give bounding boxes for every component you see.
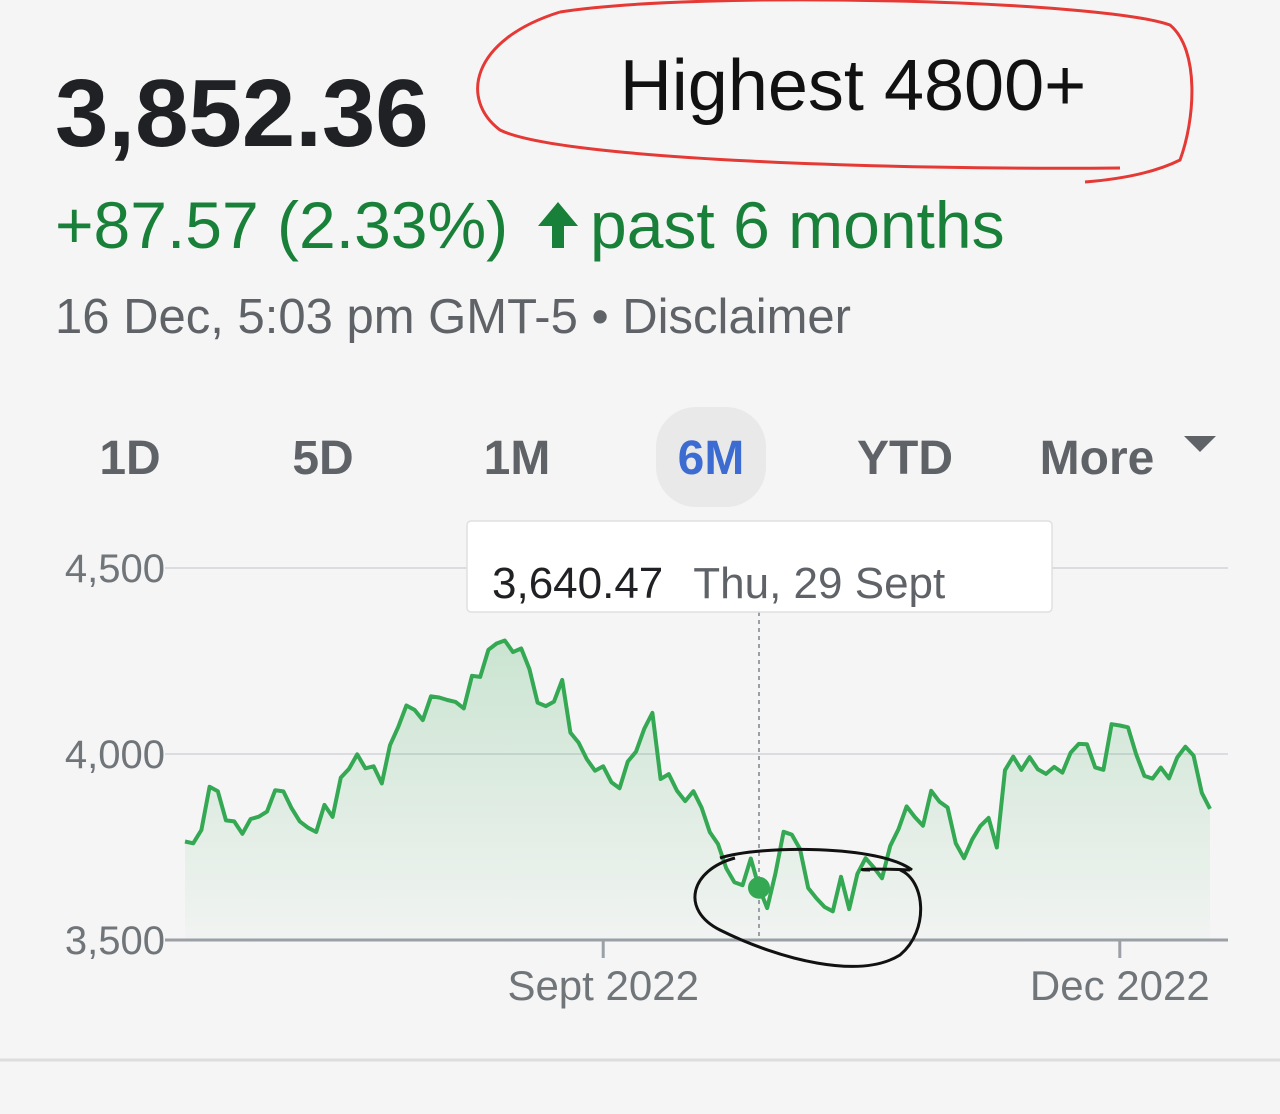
y-tick-label: 3,500 <box>65 919 165 963</box>
period: past 6 months <box>590 188 1005 262</box>
annotation: Highest 4800+ <box>620 46 1086 126</box>
tab[interactable]: 5D <box>292 432 353 485</box>
line <box>184 638 1212 914</box>
tab[interactable]: YTD <box>857 432 953 485</box>
tab[interactable]: 1M <box>484 432 551 485</box>
x-tick-label: Dec 2022 <box>1030 962 1210 1009</box>
tab[interactable]: More <box>1040 432 1155 485</box>
chart: 3,500 4,000 4,500 Sept 2022 Dec 2022 3,640.47… <box>65 520 1228 1009</box>
tab-bar: 1D 5D 1M 6M YTD More <box>99 407 1216 507</box>
timestamp: 16 Dec, 5:03 pm GMT-5 <box>55 290 578 344</box>
change: +87.57 (2.33%) <box>55 188 508 262</box>
x-tick-label: Sept 2022 <box>507 962 699 1009</box>
change-value: +87.57 (2.33%) <box>55 188 508 262</box>
area <box>185 640 1210 940</box>
tooltip-text: 3,640.47 Thu, 29 Sept <box>492 559 945 608</box>
disclaimer[interactable]: Disclaimer <box>622 290 851 344</box>
timestamp-line: 16 Dec, 5:03 pm GMT-5 • Disclaimer <box>55 290 851 344</box>
tab[interactable]: 6M <box>678 432 745 485</box>
hover-point <box>748 876 770 899</box>
tab[interactable]: 1D <box>99 432 160 485</box>
price: 3,852.36 <box>55 60 429 167</box>
tooltip-box <box>466 520 1053 613</box>
tooltip-value: 3,640.47 <box>492 559 663 608</box>
dropdown-arrow[interactable] <box>1184 436 1216 452</box>
hand-circle <box>693 847 923 968</box>
annotation-circle <box>476 0 1194 184</box>
y-tick-label: 4,500 <box>65 547 165 591</box>
tab-selected-bg <box>656 407 766 507</box>
separator: • <box>592 290 609 344</box>
tooltip-date: Thu, 29 Sept <box>693 559 945 608</box>
y-tick-label: 4,000 <box>65 733 165 777</box>
up-arrow <box>538 202 578 248</box>
